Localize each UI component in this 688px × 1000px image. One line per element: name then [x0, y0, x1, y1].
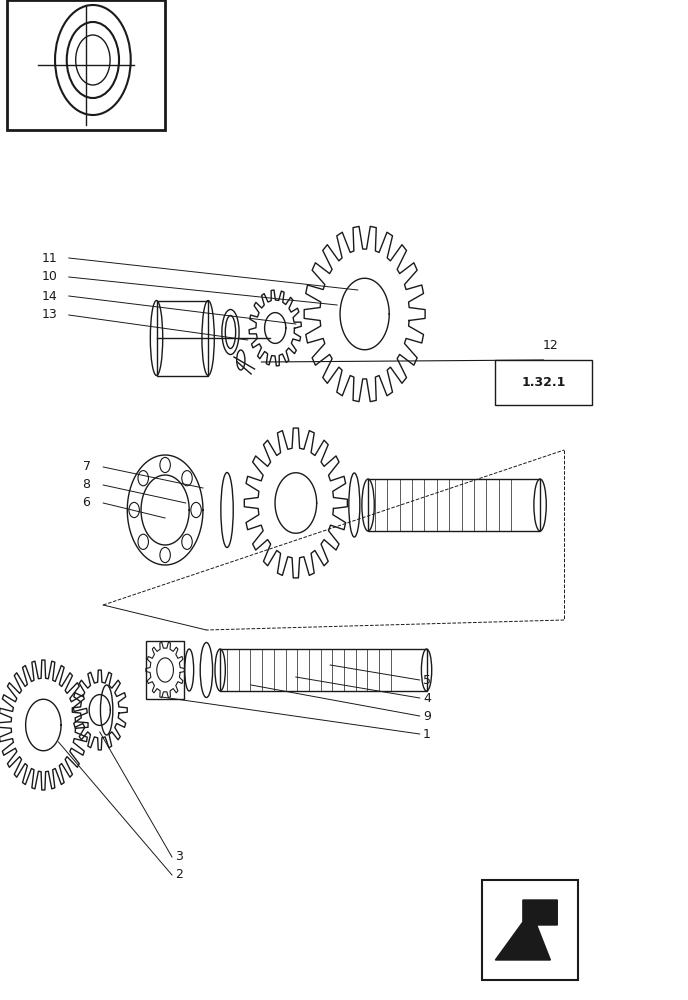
- Bar: [368, 479, 540, 531]
- Text: 6: 6: [83, 496, 90, 510]
- Text: 14: 14: [41, 290, 57, 302]
- Bar: [495, 360, 592, 405]
- Text: 2: 2: [175, 868, 183, 882]
- Bar: [157, 300, 208, 375]
- Text: 12: 12: [543, 339, 558, 352]
- Bar: [220, 649, 427, 691]
- Text: 5: 5: [423, 674, 431, 686]
- Bar: [7, 0, 165, 130]
- Text: 13: 13: [41, 308, 57, 322]
- Text: 4: 4: [423, 692, 431, 704]
- Text: 8: 8: [83, 479, 91, 491]
- Text: 11: 11: [41, 251, 57, 264]
- Text: 10: 10: [41, 270, 57, 284]
- Text: 1.32.1: 1.32.1: [522, 376, 566, 389]
- Polygon shape: [495, 900, 557, 960]
- Text: 1: 1: [423, 728, 431, 740]
- Bar: [482, 880, 578, 980]
- Text: 9: 9: [423, 710, 431, 722]
- Text: 3: 3: [175, 850, 183, 863]
- Text: 7: 7: [83, 460, 91, 474]
- Bar: [146, 641, 184, 699]
